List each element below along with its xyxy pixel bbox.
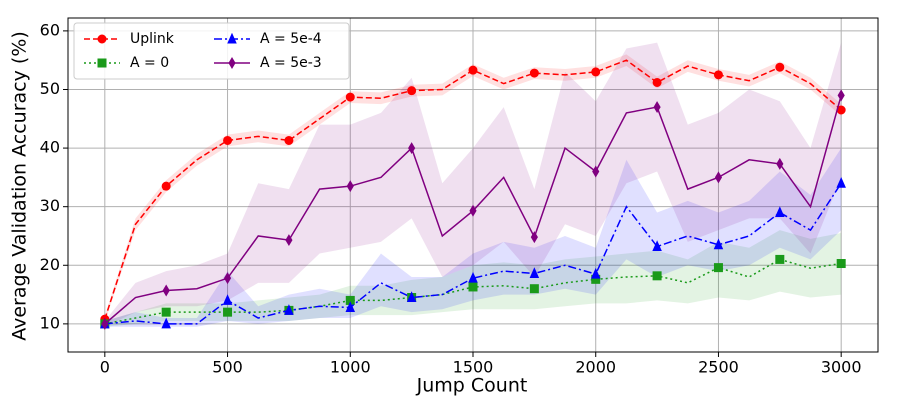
band bbox=[104, 42, 842, 327]
marker bbox=[713, 238, 724, 250]
legend-label: Uplink bbox=[130, 31, 175, 47]
legend-box bbox=[73, 22, 350, 80]
marker bbox=[529, 267, 540, 278]
marker bbox=[408, 142, 416, 155]
marker bbox=[776, 157, 784, 170]
legend-marker bbox=[228, 57, 236, 69]
marker bbox=[223, 307, 233, 317]
marker bbox=[345, 301, 356, 312]
marker bbox=[222, 294, 233, 305]
marker bbox=[161, 307, 171, 317]
marker bbox=[406, 291, 417, 303]
marker bbox=[469, 204, 477, 217]
x-tick-label: 2500 bbox=[698, 358, 739, 377]
legend: Uplink A = 0 A = 5e-4 A = 5e-3 bbox=[73, 22, 350, 80]
y-tick-label: 60 bbox=[40, 20, 60, 39]
marker bbox=[713, 263, 723, 273]
marker bbox=[714, 171, 723, 184]
marker bbox=[407, 86, 417, 96]
y-tick-label: 30 bbox=[40, 196, 60, 215]
marker bbox=[652, 77, 662, 87]
legend-label: A = 5e-3 bbox=[260, 55, 322, 71]
marker bbox=[161, 317, 171, 329]
y-tick-label: 10 bbox=[40, 313, 60, 332]
legend-marker bbox=[97, 58, 107, 68]
marker bbox=[468, 65, 478, 75]
marker bbox=[223, 135, 233, 145]
marker bbox=[775, 206, 785, 218]
marker bbox=[529, 68, 539, 78]
marker bbox=[529, 284, 539, 294]
marker bbox=[530, 231, 538, 244]
y-tick-label: 40 bbox=[40, 138, 60, 157]
y-tick-label: 20 bbox=[40, 255, 60, 274]
marker bbox=[161, 181, 171, 191]
marker bbox=[468, 271, 478, 283]
x-tick-label: 1000 bbox=[330, 358, 371, 377]
marker bbox=[775, 62, 785, 72]
legend-marker bbox=[227, 32, 237, 44]
marker bbox=[346, 180, 354, 193]
marker bbox=[285, 234, 293, 247]
marker bbox=[223, 272, 232, 285]
marker bbox=[345, 92, 355, 102]
marker bbox=[836, 259, 846, 269]
x-tick-label: 3000 bbox=[821, 358, 862, 377]
legend-marker bbox=[97, 34, 107, 44]
marker bbox=[284, 135, 294, 145]
plot-frame bbox=[67, 17, 879, 353]
y-axis-label: Average Validation Accuracy (%) bbox=[9, 31, 31, 341]
marker bbox=[591, 67, 601, 77]
marker bbox=[652, 240, 662, 252]
marker bbox=[468, 282, 478, 292]
marker bbox=[101, 317, 109, 330]
marker bbox=[836, 177, 846, 188]
marker bbox=[653, 101, 661, 114]
legend-label: A = 0 bbox=[130, 55, 169, 71]
legend-label: A = 5e-4 bbox=[260, 31, 322, 47]
x-tick-label: 500 bbox=[212, 358, 243, 377]
y-tick-label: 50 bbox=[40, 79, 60, 98]
marker bbox=[162, 284, 170, 297]
marker bbox=[713, 70, 723, 80]
marker bbox=[775, 254, 785, 264]
marker bbox=[590, 267, 601, 279]
x-axis-label: Jump Count bbox=[416, 375, 528, 397]
x-tick-label: 2000 bbox=[575, 358, 616, 377]
x-tick-label: 1500 bbox=[453, 358, 494, 377]
x-tick-label: 0 bbox=[100, 358, 110, 377]
marker bbox=[592, 165, 600, 178]
marker bbox=[837, 89, 845, 102]
marker bbox=[652, 271, 662, 281]
marker bbox=[284, 304, 294, 315]
